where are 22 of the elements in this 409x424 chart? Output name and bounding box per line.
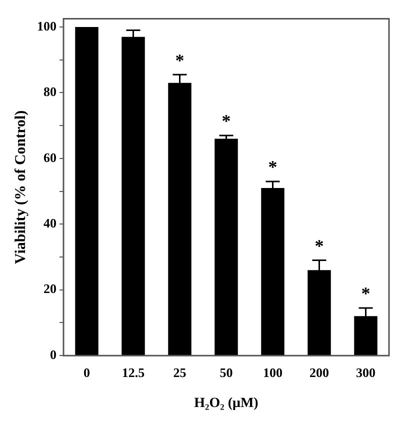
- y-tick-label: 60: [44, 150, 56, 165]
- y-axis-title: Viability (% of Control): [12, 110, 29, 264]
- y-tick-label: 0: [50, 346, 56, 362]
- annotation: *: [314, 236, 324, 256]
- bar: [75, 27, 98, 356]
- x-tick-label: 100: [263, 364, 282, 380]
- x-tick-label: 0: [84, 364, 90, 380]
- annotation: *: [361, 284, 370, 304]
- x-tick-label: 25: [173, 364, 187, 380]
- y-tick-label: 80: [44, 84, 56, 100]
- y-tick-label: 100: [37, 18, 56, 34]
- x-tick-label: 12.5: [122, 364, 146, 380]
- annotation: *: [222, 111, 231, 132]
- x-tick-label: 200: [310, 364, 329, 380]
- bar: [214, 138, 238, 356]
- annotation: *: [175, 50, 184, 70]
- annotation: *: [268, 157, 278, 178]
- y-tick-label: 20: [44, 281, 56, 296]
- y-tick-label: 40: [44, 216, 56, 231]
- x-tick-label: 300: [356, 364, 376, 380]
- x-axis-title: H₂O₂ (μM): [194, 396, 259, 412]
- x-tick-label: 50: [220, 364, 233, 380]
